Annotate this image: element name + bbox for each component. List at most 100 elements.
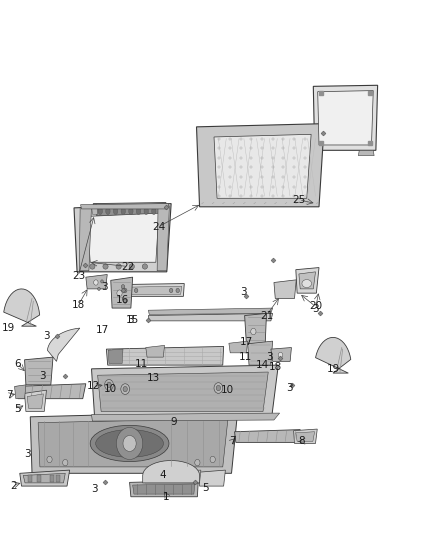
Circle shape xyxy=(94,280,98,285)
Text: 3: 3 xyxy=(91,484,98,494)
Text: 4: 4 xyxy=(159,471,166,480)
Text: 23: 23 xyxy=(72,271,85,281)
Polygon shape xyxy=(86,274,107,289)
Ellipse shape xyxy=(121,207,125,215)
Circle shape xyxy=(176,288,180,293)
Text: 17: 17 xyxy=(95,326,109,335)
Polygon shape xyxy=(197,124,324,207)
Polygon shape xyxy=(111,277,133,308)
Text: 19: 19 xyxy=(327,364,340,374)
Ellipse shape xyxy=(116,264,121,269)
Text: 5: 5 xyxy=(202,483,208,492)
Text: 15: 15 xyxy=(126,315,139,325)
Polygon shape xyxy=(106,346,224,365)
Circle shape xyxy=(107,382,111,387)
Text: 3: 3 xyxy=(240,287,247,296)
Polygon shape xyxy=(148,313,272,321)
Ellipse shape xyxy=(106,207,110,215)
Text: 3: 3 xyxy=(312,304,319,313)
Polygon shape xyxy=(133,484,195,494)
Polygon shape xyxy=(14,385,26,399)
Polygon shape xyxy=(148,308,272,314)
Polygon shape xyxy=(248,341,272,365)
Circle shape xyxy=(170,288,173,293)
Polygon shape xyxy=(27,394,43,408)
Ellipse shape xyxy=(152,207,156,215)
Text: 7: 7 xyxy=(229,437,236,446)
Polygon shape xyxy=(358,150,374,156)
Text: 12: 12 xyxy=(87,382,100,391)
Circle shape xyxy=(123,386,127,392)
Polygon shape xyxy=(271,348,291,361)
Polygon shape xyxy=(25,390,46,411)
Ellipse shape xyxy=(90,264,95,269)
Text: 11: 11 xyxy=(135,359,148,368)
Polygon shape xyxy=(299,272,315,289)
Text: 14: 14 xyxy=(255,360,269,370)
Ellipse shape xyxy=(302,279,311,288)
Circle shape xyxy=(117,290,122,296)
Circle shape xyxy=(216,385,221,391)
Polygon shape xyxy=(315,337,351,373)
Polygon shape xyxy=(117,284,184,296)
Ellipse shape xyxy=(95,430,163,457)
Polygon shape xyxy=(120,286,182,294)
Ellipse shape xyxy=(90,425,169,462)
Text: 25: 25 xyxy=(292,195,305,205)
Text: 3: 3 xyxy=(286,383,293,393)
Circle shape xyxy=(47,456,52,463)
Polygon shape xyxy=(318,91,373,145)
Ellipse shape xyxy=(144,207,148,215)
Ellipse shape xyxy=(129,264,134,269)
Circle shape xyxy=(105,379,113,390)
Text: 22: 22 xyxy=(122,262,135,271)
Circle shape xyxy=(63,459,68,466)
Polygon shape xyxy=(23,473,65,483)
Bar xyxy=(56,475,60,482)
Polygon shape xyxy=(79,206,92,271)
Polygon shape xyxy=(146,345,165,357)
Polygon shape xyxy=(144,470,201,483)
Polygon shape xyxy=(296,432,314,441)
Polygon shape xyxy=(313,85,378,150)
Text: 3: 3 xyxy=(43,331,50,341)
Ellipse shape xyxy=(136,207,141,215)
Polygon shape xyxy=(235,430,300,442)
Polygon shape xyxy=(81,204,169,209)
Circle shape xyxy=(121,285,125,289)
Circle shape xyxy=(101,280,103,283)
Polygon shape xyxy=(93,203,168,219)
Circle shape xyxy=(98,287,100,290)
Ellipse shape xyxy=(159,207,164,215)
Bar xyxy=(50,475,54,482)
Circle shape xyxy=(124,299,127,303)
Text: 3: 3 xyxy=(39,371,46,381)
Bar xyxy=(28,475,32,482)
Polygon shape xyxy=(92,413,279,421)
Circle shape xyxy=(117,427,143,459)
Ellipse shape xyxy=(98,207,102,215)
Text: 6: 6 xyxy=(14,359,21,368)
Polygon shape xyxy=(214,134,311,198)
Circle shape xyxy=(195,459,200,466)
Text: 2: 2 xyxy=(11,481,17,491)
Polygon shape xyxy=(245,313,266,344)
Polygon shape xyxy=(74,204,171,272)
Circle shape xyxy=(214,383,223,393)
Polygon shape xyxy=(108,349,123,364)
Text: 11: 11 xyxy=(239,352,252,362)
Polygon shape xyxy=(296,268,319,293)
Circle shape xyxy=(134,288,138,293)
Polygon shape xyxy=(16,384,86,399)
Polygon shape xyxy=(47,328,80,361)
Polygon shape xyxy=(98,372,268,411)
Polygon shape xyxy=(38,418,228,467)
Polygon shape xyxy=(274,280,296,298)
Text: 13: 13 xyxy=(147,374,160,383)
Text: 21: 21 xyxy=(260,311,273,320)
Polygon shape xyxy=(4,289,40,326)
Text: 17: 17 xyxy=(240,337,253,347)
Polygon shape xyxy=(229,341,248,353)
Text: 18: 18 xyxy=(268,362,282,372)
Polygon shape xyxy=(87,213,159,262)
